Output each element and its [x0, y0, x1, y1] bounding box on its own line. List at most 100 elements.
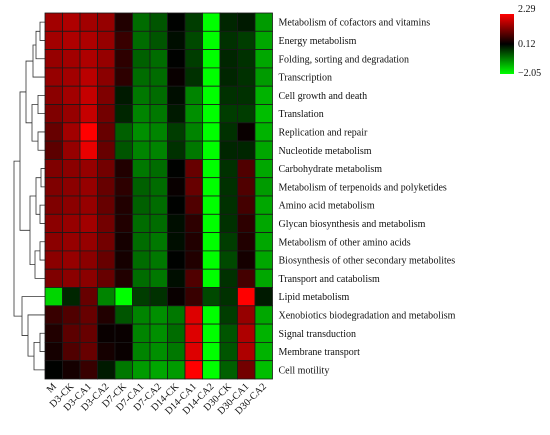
row-label: Cell growth and death: [279, 91, 368, 102]
heatmap-cell: [80, 288, 98, 306]
heatmap-cell: [203, 68, 221, 86]
heatmap-cell: [98, 269, 116, 287]
heatmap-cell: [63, 123, 81, 141]
heatmap-cell: [220, 159, 238, 177]
heatmap-cell: [115, 361, 133, 379]
row-label: Transport and catabolism: [279, 274, 381, 285]
heatmap-cell: [255, 233, 273, 251]
heatmap-cell: [63, 50, 81, 68]
heatmap-cell: [98, 31, 116, 49]
heatmap-cell: [185, 31, 203, 49]
heatmap-cell: [98, 361, 116, 379]
heatmap-cell: [150, 13, 168, 31]
heatmap-cell: [115, 105, 133, 123]
heatmap-cell: [98, 233, 116, 251]
heatmap-cell: [98, 159, 116, 177]
heatmap-cell: [220, 86, 238, 104]
heatmap-cell: [238, 141, 256, 159]
heatmap-cell: [220, 269, 238, 287]
row-label: Metabolism of cofactors and vitamins: [279, 18, 431, 29]
heatmap-cell: [80, 342, 98, 360]
heatmap-cell: [150, 31, 168, 49]
legend-max-label: 2.29: [518, 4, 536, 15]
heatmap-cell: [133, 31, 151, 49]
heatmap-cell: [203, 13, 221, 31]
heatmap-cell: [168, 123, 186, 141]
dendrogram-branch: [40, 242, 45, 260]
heatmap-cell: [203, 288, 221, 306]
heatmap-cell: [150, 159, 168, 177]
heatmap-cell: [185, 306, 203, 324]
heatmap-cell: [220, 342, 238, 360]
heatmap-cell: [80, 178, 98, 196]
heatmap-cell: [238, 50, 256, 68]
heatmap-cell: [168, 68, 186, 86]
heatmap-cell: [220, 68, 238, 86]
heatmap-cell: [63, 288, 81, 306]
heatmap-cell: [115, 214, 133, 232]
heatmap-cell: [133, 342, 151, 360]
heatmap-cell: [45, 13, 63, 31]
heatmap-cell: [98, 178, 116, 196]
heatmap-cell: [203, 178, 221, 196]
heatmap-cell: [150, 214, 168, 232]
heatmap-cell: [80, 214, 98, 232]
heatmap-cell: [115, 251, 133, 269]
heatmap-cell: [133, 324, 151, 342]
heatmap-cell: [133, 105, 151, 123]
heatmap-cell: [150, 178, 168, 196]
legend-color-bar: [500, 14, 514, 74]
heatmap-cell: [220, 288, 238, 306]
heatmap-cell: [45, 251, 63, 269]
heatmap-cell: [80, 86, 98, 104]
legend-mid-label: 0.12: [518, 39, 536, 50]
heatmap-cell: [63, 105, 81, 123]
heatmap-cell: [185, 13, 203, 31]
heatmap-cell: [185, 68, 203, 86]
heatmap-cell: [115, 196, 133, 214]
heatmap-cell: [255, 196, 273, 214]
heatmap-cell: [45, 159, 63, 177]
heatmap-cell: [45, 31, 63, 49]
heatmap-cell: [80, 68, 98, 86]
heatmap-cell: [220, 31, 238, 49]
heatmap-cell: [98, 251, 116, 269]
heatmap-cell: [255, 68, 273, 86]
heatmap-cell: [168, 269, 186, 287]
dendrogram-branch: [40, 205, 45, 223]
heatmap-cell: [238, 324, 256, 342]
heatmap-cell: [185, 123, 203, 141]
dendrogram-branch: [38, 132, 45, 150]
heatmap-cell: [45, 141, 63, 159]
heatmap-cell: [133, 233, 151, 251]
heatmap-cell: [115, 288, 133, 306]
heatmap-cell: [98, 306, 116, 324]
heatmap-cell: [185, 159, 203, 177]
heatmap-cell: [255, 342, 273, 360]
heatmap-cell: [115, 123, 133, 141]
heatmap-cell: [150, 342, 168, 360]
heatmap-cell: [80, 141, 98, 159]
legend-min-label: −2.05: [518, 68, 541, 79]
heatmap-cell: [98, 123, 116, 141]
heatmap-cell: [185, 251, 203, 269]
heatmap-cell: [185, 178, 203, 196]
heatmap-cell: [45, 269, 63, 287]
heatmap-cell: [98, 288, 116, 306]
heatmap-cell: [133, 196, 151, 214]
heatmap-cell: [255, 306, 273, 324]
heatmap-cell: [203, 50, 221, 68]
heatmap-cell: [45, 324, 63, 342]
heatmap-cell: [238, 178, 256, 196]
heatmap-cell: [150, 306, 168, 324]
heatmap-cell: [133, 123, 151, 141]
heatmap-cell: [220, 306, 238, 324]
heatmap-cell: [238, 123, 256, 141]
heatmap-cell: [220, 214, 238, 232]
heatmap-cell: [185, 324, 203, 342]
heatmap-cell: [238, 306, 256, 324]
heatmap-cell: [80, 159, 98, 177]
heatmap-cell: [98, 324, 116, 342]
dendrogram-branch: [33, 45, 45, 77]
heatmap-cell: [80, 306, 98, 324]
